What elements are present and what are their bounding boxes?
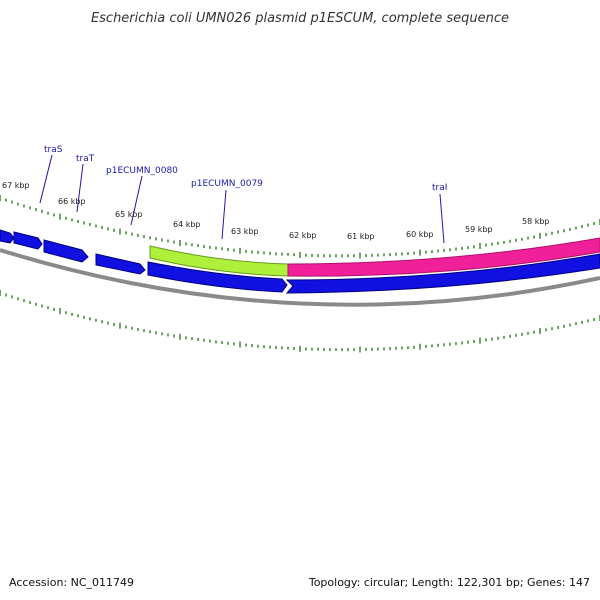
map-title: Escherichia coli UMN026 plasmid p1ESCUM,…: [91, 11, 509, 26]
tick-labels: 67 kbp 66 kbp 65 kbp 64 kbp 63 kbp 62 kb…: [2, 181, 550, 241]
summary-text: Topology: circular; Length: 122,301 bp; …: [308, 576, 590, 589]
label-leader-line: [76, 163, 84, 213]
highlight-pink: [287, 237, 600, 277]
accession-text: Accession: NC_011749: [9, 576, 134, 589]
gene-label-trai[interactable]: traI: [432, 183, 447, 193]
label-leader-line: [130, 175, 143, 226]
tick-label: 67 kbp: [2, 181, 30, 190]
gene-label-lines: [39, 154, 445, 244]
tick-label: 64 kbp: [173, 220, 201, 229]
tick-label: 61 kbp: [347, 232, 375, 241]
tick-label: 58 kbp: [522, 217, 550, 226]
tick-label: 59 kbp: [465, 225, 493, 234]
gene-labels: traS traT p1ECUMN_0080 p1ECUMN_0079 traI: [44, 145, 447, 193]
gene-label-tras[interactable]: traS: [44, 145, 63, 155]
cds-feature[interactable]: [43, 239, 89, 263]
label-leader-line: [439, 193, 445, 244]
backbone-arc: [0, 248, 600, 307]
gene-label-p1ecumn-0080[interactable]: p1ECUMN_0080: [106, 166, 178, 176]
tick-label: 63 kbp: [231, 227, 259, 236]
label-leader-line: [221, 189, 227, 240]
inner-tick-ring: [0, 290, 600, 353]
backbone: [0, 248, 600, 307]
outer-tick-ring: [0, 195, 600, 259]
cds-feature[interactable]: [95, 253, 146, 275]
tick-label: 65 kbp: [115, 210, 143, 219]
highlight-track: [149, 237, 600, 277]
cds-feature[interactable]: [13, 231, 43, 250]
tick-label: 66 kbp: [58, 197, 86, 206]
gene-label-p1ecumn-0079[interactable]: p1ECUMN_0079: [191, 179, 263, 189]
gene-label-trat[interactable]: traT: [76, 154, 95, 164]
cds-feature[interactable]: [147, 261, 288, 293]
tick-label: 60 kbp: [406, 230, 434, 239]
cds-feature[interactable]: [0, 229, 15, 244]
label-leader-line: [39, 154, 53, 204]
tick-label: 62 kbp: [289, 231, 317, 240]
